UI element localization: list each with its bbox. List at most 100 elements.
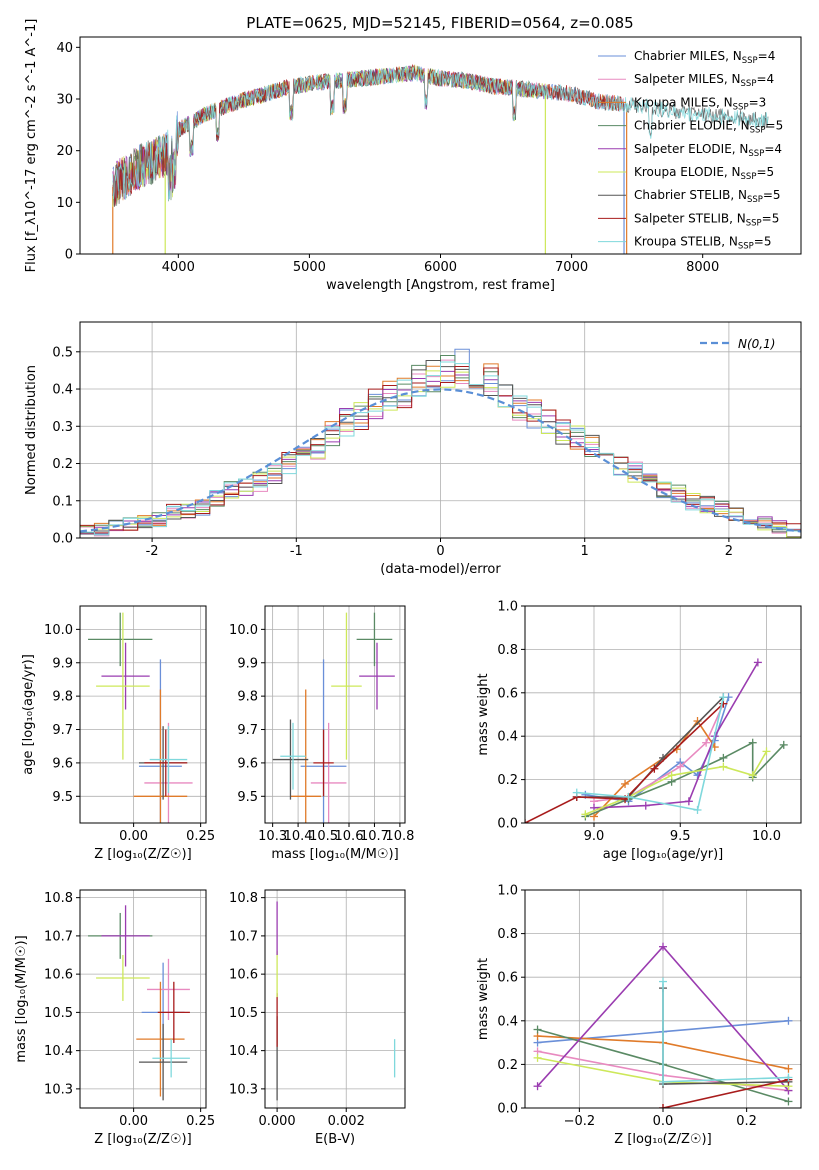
x-axis-label: age [log₁₀(age/yr)] <box>603 847 724 862</box>
y-tick-label: 10.7 <box>229 929 258 944</box>
y-tick-label: 10.4 <box>229 1044 258 1059</box>
legend-label-sub: SSP <box>741 79 757 89</box>
y-tick-label: 10.8 <box>229 891 258 906</box>
legend-label-main: Chabrier MILES, N <box>634 49 742 63</box>
y-tick-label: 20 <box>56 144 73 159</box>
y-tick-label: 9.7 <box>52 723 73 738</box>
grid-lines <box>265 890 405 1108</box>
legend-label-value: =5 <box>766 119 784 133</box>
age-vs-mass-panel: 10.310.410.510.610.710.8 9.5 9.6 9.7 9.8 9.9 1… <box>229 605 414 862</box>
y-tick-label: 9.8 <box>237 690 258 705</box>
axes-frame <box>524 605 802 824</box>
legend-label-sub: SSP <box>733 102 749 112</box>
y-tick-label: 0.4 <box>497 1014 518 1029</box>
x-tick-label: 0.2 <box>736 1114 757 1129</box>
legend-label: Kroupa STELIB, NSSP=5 <box>634 235 772 252</box>
x-tick-label: 7000 <box>555 260 588 275</box>
axes-frame <box>79 889 207 1109</box>
axes-frame <box>79 321 802 539</box>
legend-label: Salpeter MILES, NSSP=4 <box>634 72 774 89</box>
mass-weight-line <box>585 750 768 816</box>
y-tick-label: 10 <box>56 196 73 211</box>
legend-label-main: Salpeter ELODIE, N <box>634 142 748 156</box>
y-tick-label: 0.1 <box>52 494 73 509</box>
weight-vs-age-panel: 9.0 9.5 10.0 0.0 0.2 0.4 0.6 0.8 1.0 age [log₁₀(a… <box>476 600 802 862</box>
legend-label-main: Kroupa ELODIE, N <box>634 165 741 179</box>
legend-label: Chabrier STELIB, NSSP=5 <box>634 188 781 205</box>
x-tick-label: 9.0 <box>584 829 605 844</box>
legend-label: Chabrier ELODIE, NSSP=5 <box>634 119 783 136</box>
legend-label: N(0,1) <box>738 337 775 351</box>
gaussian-curve <box>80 388 801 533</box>
spectrum-line <box>112 65 769 201</box>
y-tick-label: 10.6 <box>44 968 73 983</box>
x-tick-label: 0.002 <box>328 1114 365 1129</box>
x-tick-label: 0.25 <box>186 1114 215 1129</box>
y-tick-label: 0.6 <box>497 971 518 986</box>
x-tick-label: 10.0 <box>752 829 781 844</box>
legend-label-main: Salpeter STELIB, N <box>634 211 746 225</box>
x-tick-label: −0.2 <box>564 1114 596 1129</box>
y-tick-label: 0.4 <box>52 383 73 398</box>
legend-label-value: =5 <box>756 165 774 179</box>
y-tick-label: 0 <box>65 248 73 263</box>
grid-lines <box>265 606 405 823</box>
x-tick-label: 0 <box>436 544 444 559</box>
x-tick-label: 10.4 <box>284 829 313 844</box>
legend-label-sub: SSP <box>748 149 764 159</box>
y-tick-label: 9.5 <box>52 790 73 805</box>
x-tick-label: 5000 <box>293 260 326 275</box>
y-tick-label: 0.6 <box>497 686 518 701</box>
legend-label-main: Chabrier ELODIE, N <box>634 119 750 133</box>
legend-label-main: Kroupa STELIB, N <box>634 235 738 249</box>
legend-label: Salpeter STELIB, NSSP=5 <box>634 211 779 228</box>
mass-weight-line <box>662 1078 789 1108</box>
spectrum-line <box>112 66 769 208</box>
legend-label-main: Salpeter MILES, N <box>634 72 741 86</box>
y-tick-label: 10.0 <box>229 623 258 638</box>
legend-label-sub: SSP <box>741 172 757 182</box>
legend-label-main: Chabrier STELIB, N <box>634 188 747 202</box>
x-tick-label: 4000 <box>162 260 195 275</box>
legend-label-sub: SSP <box>742 56 758 66</box>
axes-frame <box>264 605 406 824</box>
y-tick-label: 10.3 <box>229 1082 258 1097</box>
y-tick-label: 40 <box>56 41 73 56</box>
spectrum-panel: 4000 5000 6000 7000 8000 0 10 20 30 40 wavelength … <box>24 19 802 293</box>
y-tick-label: 0.2 <box>497 773 518 788</box>
y-tick-label: 9.9 <box>237 656 258 671</box>
y-tick-label: 10.4 <box>44 1044 73 1059</box>
legend-label-value: =5 <box>754 235 772 249</box>
residual-histogram <box>80 361 801 538</box>
x-tick-label: 0.00 <box>119 1114 148 1129</box>
residuals-panel: -2 -1 0 1 2 0.0 0.1 0.2 0.3 0.4 0.5 (data-model)/er… <box>24 321 802 577</box>
y-tick-label: 9.5 <box>237 790 258 805</box>
y-tick-label: 30 <box>56 93 73 108</box>
x-tick-label: 10.5 <box>309 829 338 844</box>
y-tick-label: 0.5 <box>52 345 73 360</box>
y-axis-label: mass weight <box>476 958 491 1040</box>
y-tick-label: 10.3 <box>44 1082 73 1097</box>
y-tick-label: 0.0 <box>497 1102 518 1117</box>
y-axis-label: Flux [f_λ10^-17 erg cm^-2 s^-1 A^-1] <box>24 19 39 273</box>
legend-label-value: =4 <box>758 49 776 63</box>
y-tick-label: 0.0 <box>497 817 518 832</box>
y-tick-label: 9.8 <box>52 690 73 705</box>
legend-label-main: Kroupa MILES, N <box>634 95 733 109</box>
y-tick-label: 1.0 <box>497 884 518 899</box>
plot-area <box>112 63 769 254</box>
y-axis-label: Normed distribution <box>24 365 39 495</box>
x-tick-label: 10.8 <box>385 829 414 844</box>
grid-lines <box>525 605 801 824</box>
plot-area <box>88 905 190 1101</box>
y-axis-label: age [log₁₀(age/yr)] <box>21 654 36 775</box>
y-tick-label: 0.8 <box>497 643 518 658</box>
plot-area <box>525 658 788 823</box>
legend-label-value: =3 <box>749 95 767 109</box>
x-tick-label: 10.7 <box>360 829 389 844</box>
x-tick-label: 0.25 <box>186 829 215 844</box>
x-tick-label: 0.0 <box>653 1114 674 1129</box>
y-tick-label: 9.7 <box>237 723 258 738</box>
legend-label-value: =5 <box>763 188 781 202</box>
